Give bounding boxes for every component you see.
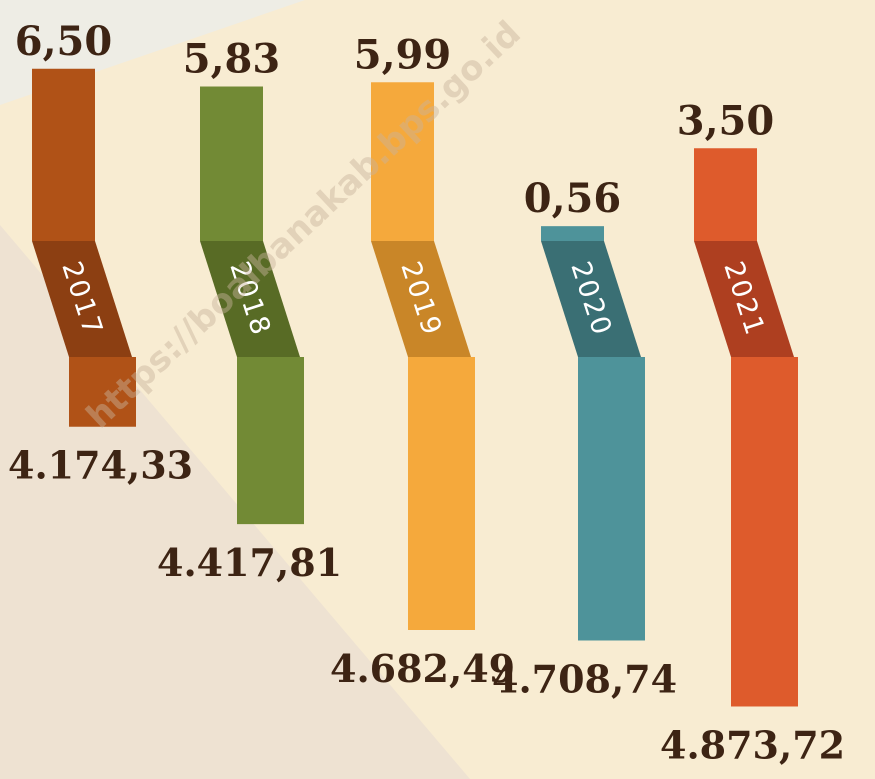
- bars-group: 2017 2018 2019 2020 2021: [32, 68, 798, 707]
- band-2017: [32, 241, 132, 357]
- top-bar-2021: [694, 148, 757, 241]
- top-value-label-2019: 5,99: [354, 31, 451, 78]
- band-2021: [694, 241, 794, 357]
- bottom-bar-2017: [69, 357, 136, 427]
- top-bar-2018: [200, 86, 263, 241]
- labels-group: 6,50 4.174,33 5,83 4.417,81 5,99 4.682,49 0,56…: [8, 18, 845, 768]
- bottom-bar-2020: [578, 357, 645, 641]
- top-bar-2019: [371, 82, 434, 241]
- bottom-value-label-2018: 4.417,81: [157, 540, 342, 585]
- bottom-bar-2018: [237, 357, 304, 525]
- bottom-bar-2019: [408, 357, 475, 630]
- top-value-label-2020: 0,56: [524, 175, 621, 222]
- band-2020: [541, 241, 641, 357]
- bottom-value-label-2017: 4.174,33: [8, 443, 193, 488]
- band-2018: [200, 241, 300, 357]
- top-bar-2017: [32, 68, 95, 241]
- band-2019: [371, 241, 471, 357]
- bottom-value-label-2019: 4.682,49: [330, 646, 515, 691]
- top-value-label-2021: 3,50: [677, 97, 774, 144]
- top-value-label-2017: 6,50: [15, 18, 112, 65]
- bottom-value-label-2021: 4.873,72: [660, 722, 845, 767]
- top-value-label-2018: 5,83: [183, 36, 280, 83]
- bottom-value-label-2020: 4.708,74: [492, 656, 677, 701]
- bottom-bar-2021: [731, 357, 798, 707]
- top-bar-2020: [541, 226, 604, 241]
